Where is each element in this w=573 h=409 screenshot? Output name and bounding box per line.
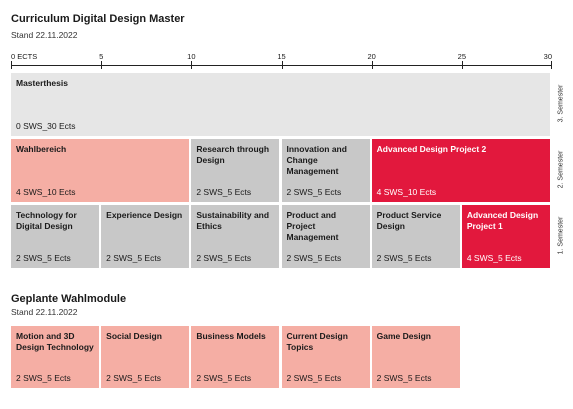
semester-label: 3. Semester — [557, 84, 565, 122]
module-name: Advanced Design Project 1 — [466, 210, 539, 231]
module-name: Wahlbereich — [16, 144, 67, 154]
module-credits: 2 SWS_5 Ects — [106, 253, 161, 263]
electives-date: Stand 22.11.2022 — [11, 307, 78, 317]
module-name: Motion and 3D Design Technology — [16, 331, 94, 352]
module-credits: 2 SWS_5 Ects — [16, 373, 71, 383]
axis-tick — [101, 61, 103, 69]
module-credits: 2 SWS_5 Ects — [286, 373, 342, 383]
module-name: Business Models — [196, 331, 266, 341]
axis-tick-label: 15 — [277, 52, 286, 61]
module-card: Advanced Design Project 1 4 SWS_5 Ects — [461, 205, 550, 268]
module-credits: 2 SWS_5 Ects — [286, 187, 342, 197]
module-card: Game Design 2 SWS_5 Ects — [371, 326, 460, 388]
axis-tick — [461, 61, 463, 69]
module-name: Innovation and Change Management — [286, 144, 347, 176]
module-credits: 4 SWS_10 Ects — [16, 187, 76, 197]
module-name: Social Design — [106, 331, 162, 341]
module-credits: 2 SWS_5 Ects — [196, 373, 252, 383]
module-credits: 2 SWS_5 Ects — [286, 253, 342, 263]
module-name: Sustainability and Ethics — [196, 210, 270, 231]
axis-tick-label: 5 — [99, 52, 104, 61]
axis-tick — [191, 61, 193, 69]
axis-tick — [11, 61, 12, 69]
axis-tick-label: 30 — [543, 52, 552, 61]
module-name: Product Service Design — [376, 210, 442, 231]
axis-tick — [371, 61, 373, 69]
module-card: Business Models 2 SWS_5 Ects — [191, 326, 280, 388]
module-credits: 4 SWS_10 Ects — [376, 187, 437, 197]
module-name: Experience Design — [106, 210, 183, 220]
module-name: Product and Project Management — [286, 210, 339, 242]
module-credits: 4 SWS_5 Ects — [466, 253, 522, 263]
module-card: Motion and 3D Design Technology 2 SWS_5 E… — [11, 326, 100, 388]
module-name: Technology for Digital Design — [16, 210, 77, 231]
module-credits: 2 SWS_5 Ects — [16, 253, 71, 263]
module-card: Innovation and Change Management 2 SWS_5 … — [281, 139, 370, 202]
module-card: Product Service Design 2 SWS_5 Ects — [371, 205, 460, 268]
module-card: Experience Design 2 SWS_5 Ects — [101, 205, 190, 268]
semester-label: 1. Semester — [557, 216, 565, 254]
module-card: Masterthesis 0 SWS_30 Ects — [11, 73, 550, 136]
module-card: Product and Project Management 2 SWS_5 Ec… — [281, 205, 370, 268]
module-card: Technology for Digital Design 2 SWS_5 Ect… — [11, 205, 100, 268]
module-card: Wahlbereich 4 SWS_10 Ects — [11, 139, 190, 202]
curriculum-date: Stand 22.11.2022 — [11, 30, 78, 40]
axis-tick-label: 0 ECTS — [11, 52, 38, 61]
module-name: Advanced Design Project 2 — [376, 144, 487, 154]
module-credits: 2 SWS_5 Ects — [376, 373, 432, 383]
axis-tick — [551, 61, 552, 69]
axis-tick-label: 20 — [367, 52, 376, 61]
ects-axis: 0 ECTS 5 10 15 20 25 30 — [11, 52, 552, 69]
module-card: Sustainability and Ethics 2 SWS_5 Ects — [191, 205, 280, 268]
module-credits: 2 SWS_5 Ects — [106, 373, 161, 383]
module-credits: 2 SWS_5 Ects — [196, 253, 252, 263]
module-name: Game Design — [376, 331, 431, 341]
module-card: Current Design Topics 2 SWS_5 Ects — [281, 326, 370, 388]
axis-tick-label: 25 — [457, 52, 466, 61]
module-name: Research through Design — [196, 144, 270, 165]
module-credits: 2 SWS_5 Ects — [196, 187, 252, 197]
module-card: Advanced Design Project 2 4 SWS_10 Ects — [371, 139, 550, 202]
axis-tick — [281, 61, 283, 69]
module-credits: 0 SWS_30 Ects — [16, 121, 76, 131]
module-credits: 2 SWS_5 Ects — [376, 253, 432, 263]
curriculum-title: Curriculum Digital Design Master — [11, 13, 185, 25]
module-name: Current Design Topics — [286, 331, 348, 352]
module-card: Social Design 2 SWS_5 Ects — [101, 326, 190, 388]
module-card: Research through Design 2 SWS_5 Ects — [191, 139, 280, 202]
semester-label: 2. Semester — [557, 150, 565, 188]
axis-tick-label: 10 — [187, 52, 196, 61]
electives-title: Geplante Wahlmodule — [11, 293, 127, 305]
module-name: Masterthesis — [16, 78, 68, 88]
